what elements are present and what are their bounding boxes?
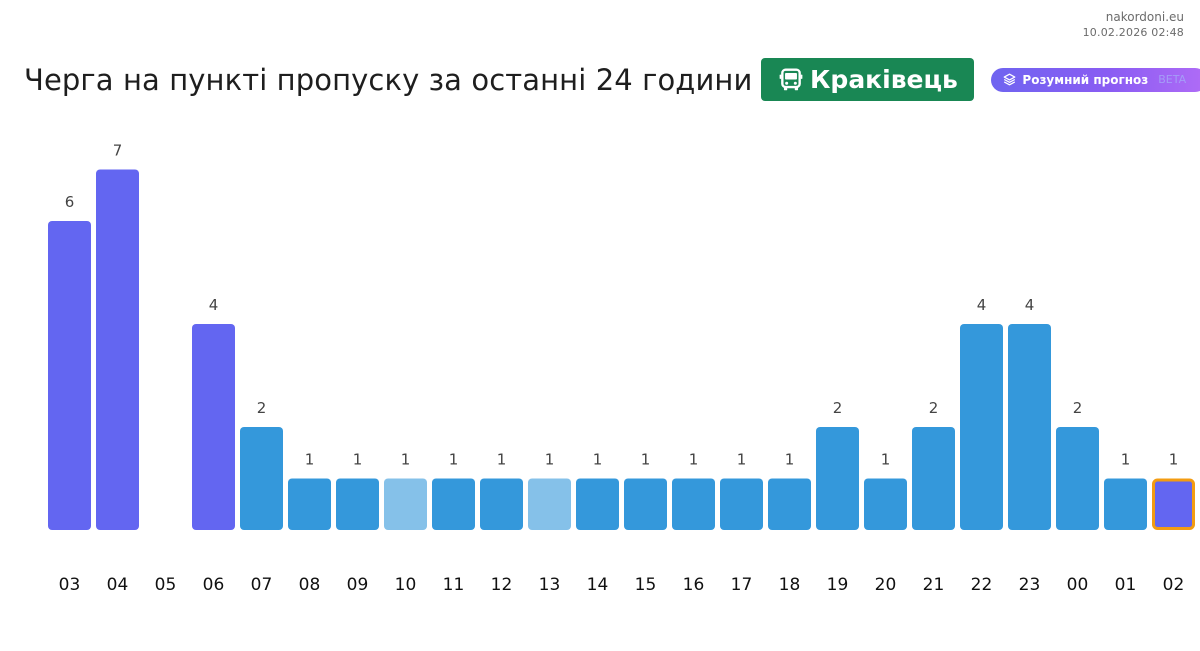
value-label-15: 1 <box>641 451 651 469</box>
bar-10[interactable] <box>384 478 427 531</box>
value-label-04: 7 <box>113 142 123 160</box>
value-label-08: 1 <box>305 451 315 469</box>
page-title: Черга на пункті пропуску за останні 24 г… <box>24 62 753 97</box>
smart-forecast-label: Розумний прогноз <box>1022 72 1149 87</box>
x-tick-label-21: 21 <box>923 575 945 595</box>
border-point-name: Краківець <box>809 65 958 94</box>
bar-11[interactable] <box>432 478 475 531</box>
x-tick-label-11: 11 <box>443 575 465 595</box>
border-point-badge[interactable]: Краківець <box>761 58 975 101</box>
x-tick-label-00: 00 <box>1067 575 1089 595</box>
bar-02[interactable] <box>1152 478 1195 530</box>
bar-07[interactable] <box>240 427 283 530</box>
value-label-07: 2 <box>257 399 267 417</box>
bar-17[interactable] <box>720 478 763 531</box>
x-tick-label-20: 20 <box>875 575 897 595</box>
x-tick-label-06: 06 <box>203 575 225 595</box>
value-label-10: 1 <box>401 451 411 469</box>
x-tick-label-04: 04 <box>107 575 129 595</box>
x-tick-label-10: 10 <box>395 575 417 595</box>
bar-09[interactable] <box>336 478 379 531</box>
smart-forecast-beta-label: BETA <box>1158 73 1187 86</box>
x-tick-label-22: 22 <box>971 575 993 595</box>
x-tick-label-23: 23 <box>1019 575 1041 595</box>
bar-06[interactable] <box>192 324 235 530</box>
site-meta: nakordoni.eu 10.02.2026 02:48 <box>1083 9 1184 41</box>
bar-14[interactable] <box>576 478 619 531</box>
value-label-06: 4 <box>209 296 219 314</box>
bar-00[interactable] <box>1056 427 1099 530</box>
bus-icon <box>778 67 804 93</box>
x-tick-label-19: 19 <box>827 575 849 595</box>
value-label-02: 1 <box>1169 451 1179 469</box>
bar-13[interactable] <box>528 478 571 531</box>
bar-12[interactable] <box>480 478 523 531</box>
value-label-12: 1 <box>497 451 507 469</box>
value-label-01: 1 <box>1121 451 1131 469</box>
value-label-09: 1 <box>353 451 363 469</box>
value-label-16: 1 <box>689 451 699 469</box>
x-tick-label-12: 12 <box>491 575 513 595</box>
x-tick-label-05: 05 <box>155 575 177 595</box>
x-tick-label-02: 02 <box>1163 575 1185 595</box>
value-label-20: 1 <box>881 451 891 469</box>
x-tick-label-17: 17 <box>731 575 753 595</box>
value-label-18: 1 <box>785 451 795 469</box>
bar-15[interactable] <box>624 478 667 531</box>
value-label-22: 4 <box>977 296 987 314</box>
layers-icon <box>1003 73 1016 86</box>
bar-18[interactable] <box>768 478 811 531</box>
value-label-21: 2 <box>929 399 939 417</box>
timestamp: 10.02.2026 02:48 <box>1082 26 1184 39</box>
bar-04[interactable] <box>96 169 139 531</box>
bar-03[interactable] <box>48 221 91 530</box>
bar-01[interactable] <box>1104 478 1147 531</box>
x-tick-label-18: 18 <box>779 575 801 595</box>
x-tick-label-16: 16 <box>683 575 705 595</box>
x-tick-label-01: 01 <box>1115 575 1137 595</box>
x-tick-label-03: 03 <box>59 575 81 595</box>
x-tick-label-15: 15 <box>635 575 657 595</box>
chart-header: Черга на пункті пропуску за останні 24 г… <box>24 58 1200 101</box>
bar-23[interactable] <box>1008 324 1051 530</box>
bar-22[interactable] <box>960 324 1003 530</box>
smart-forecast-toggle[interactable]: Розумний прогноз BETA <box>991 67 1200 92</box>
bar-19[interactable] <box>816 427 859 530</box>
bar-16[interactable] <box>672 478 715 531</box>
bar-21[interactable] <box>912 427 955 530</box>
value-label-19: 2 <box>833 399 843 417</box>
x-tick-label-14: 14 <box>587 575 609 595</box>
x-tick-label-13: 13 <box>539 575 561 595</box>
value-label-14: 1 <box>593 451 603 469</box>
value-label-00: 2 <box>1073 399 1083 417</box>
value-label-23: 4 <box>1025 296 1035 314</box>
site-name: nakordoni.eu <box>1105 10 1184 24</box>
x-tick-label-09: 09 <box>347 575 369 595</box>
x-tick-label-07: 07 <box>251 575 273 595</box>
x-tick-label-08: 08 <box>299 575 321 595</box>
bar-08[interactable] <box>288 478 331 531</box>
value-label-03: 6 <box>65 193 75 211</box>
value-label-11: 1 <box>449 451 459 469</box>
value-label-17: 1 <box>737 451 747 469</box>
bar-20[interactable] <box>864 478 907 531</box>
value-label-13: 1 <box>545 451 555 469</box>
